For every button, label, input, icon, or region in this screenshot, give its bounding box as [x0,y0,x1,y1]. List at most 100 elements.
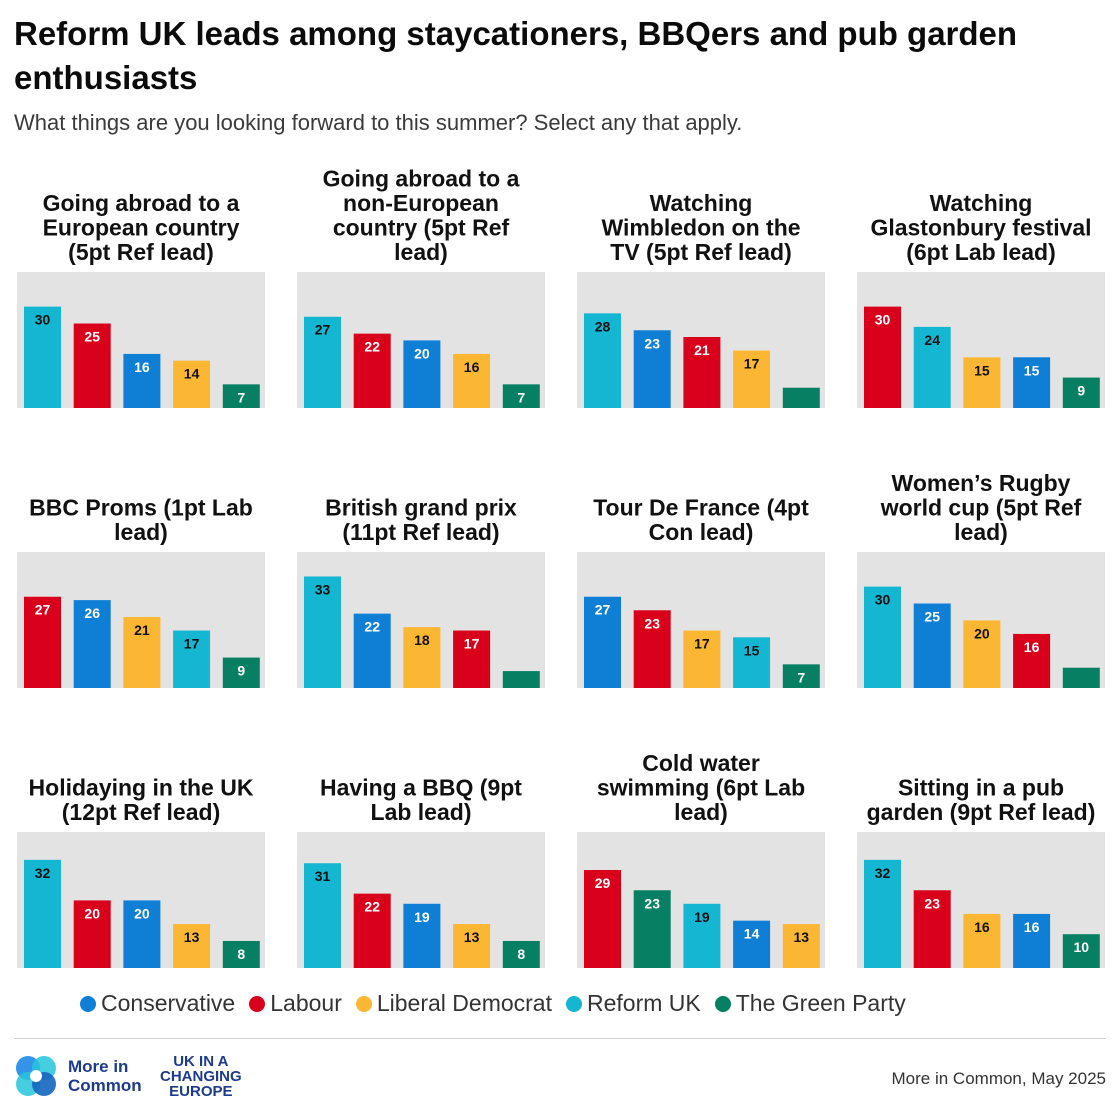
legend-item-labour: Labour [249,990,342,1017]
bar [403,627,441,688]
bar-value-label: 23 [644,335,660,351]
bar-value-label: 14 [184,366,200,382]
legend-item-libdem: Liberal Democrat [355,990,552,1017]
chart-title: Reform UK leads among staycationers, BBQ… [14,15,1018,96]
panel-title-line: Glastonbury festival [870,215,1091,241]
bar-value-label: 9 [237,663,245,679]
bar [913,326,951,408]
legend-item-green: The Green Party [714,990,906,1017]
bar-value-label: 13 [184,929,200,945]
bar-value-label: 16 [1024,919,1040,935]
bar-value-label: 32 [875,865,891,881]
panel-title-line: Watching [650,190,753,216]
bar [963,620,1001,688]
bar-value-label: 32 [35,865,51,881]
bar [24,596,61,688]
bar [1013,357,1051,408]
panel-title-line: world cup (5pt Ref [880,495,1082,521]
legend-dot-conservative [80,995,96,1012]
bar [304,316,341,408]
panel-title-line: (11pt Ref lead) [342,519,499,545]
bar [1013,633,1051,688]
legend-dot-libdem [355,995,372,1012]
bar [453,924,491,968]
bar [353,333,391,408]
bar [1062,667,1100,688]
bar [304,576,341,688]
bar-value-label: 8 [237,946,245,962]
bar [683,903,721,968]
panel-title-line: Lab lead) [371,799,472,825]
bar-value-label: 29 [595,875,611,891]
bar-value-label: 22 [364,899,380,915]
bar [403,903,441,968]
bar [24,859,61,968]
legend-dot-labour [249,995,266,1012]
bar-value-label: 9 [1077,383,1085,399]
bar [73,900,111,968]
bar [24,306,61,408]
bar-value-label: 14 [744,926,760,942]
more-in-common-logo: More in Common [12,1052,142,1100]
bar [782,924,820,968]
bar-value-label: 17 [744,356,760,372]
bar [222,940,260,968]
bar [173,924,211,968]
panel-6: British grand prix(11pt Ref lead) 33 22 18 1… [297,495,545,688]
bar [173,360,211,408]
more-in-common-logo-text: More in Common [68,1057,142,1095]
bar [123,900,161,968]
panel-title-line: Women’s Rugby [892,470,1071,496]
bar [733,920,771,968]
bar-value-label: 20 [414,345,430,361]
panel-title-line: Wimbledon on the [601,215,800,241]
bar [304,863,341,968]
bar-value-label: 17 [694,636,710,652]
panel-title-line: Going abroad to a [323,166,520,192]
legend-label-libdem: Liberal Democrat [376,990,552,1016]
bar [733,637,771,688]
logo-ukice-line2: CHANGING [160,1068,242,1085]
panel-title-line: Holidaying in the UK [29,775,254,801]
bar [782,387,820,408]
bar-value-label: 16 [974,919,990,935]
bar-value-label: 27 [315,322,331,338]
panel-title-line: (6pt Lab lead) [906,239,1056,265]
bar [502,671,540,688]
bar [633,610,671,688]
bar-value-label: 30 [35,312,51,328]
legend-dot-reform [566,995,582,1012]
bar [173,630,211,688]
bar-value-label: 22 [364,339,380,355]
bar [584,313,621,408]
bar [222,384,260,408]
panel-title-line: lead) [114,519,168,545]
bar-value-label: 15 [1024,362,1040,378]
bar-value-label: 30 [875,312,891,328]
bar [1062,377,1100,408]
bar [683,630,721,688]
logo-ukice-line1: UK IN A [173,1053,229,1070]
bar [864,859,901,968]
bar [1013,913,1051,968]
panel-title-line: Watching [930,190,1033,216]
bar-value-label: 30 [875,592,891,608]
bar [502,940,540,968]
panel-title-line: swimming (6pt Lab [597,775,805,801]
legend-item-reform: Reform UK [566,990,701,1017]
legend-label-conservative: Conservative [101,990,236,1016]
bar [403,340,441,408]
legend-label-reform: Reform UK [587,990,701,1016]
legend-dot-green [714,995,731,1012]
bar-value-label: 33 [315,581,331,597]
panel-title-line: (12pt Ref lead) [62,799,220,825]
bar-value-label: 20 [974,625,990,641]
bar [733,350,771,408]
bar-value-label: 16 [464,359,480,375]
bar [913,890,951,968]
